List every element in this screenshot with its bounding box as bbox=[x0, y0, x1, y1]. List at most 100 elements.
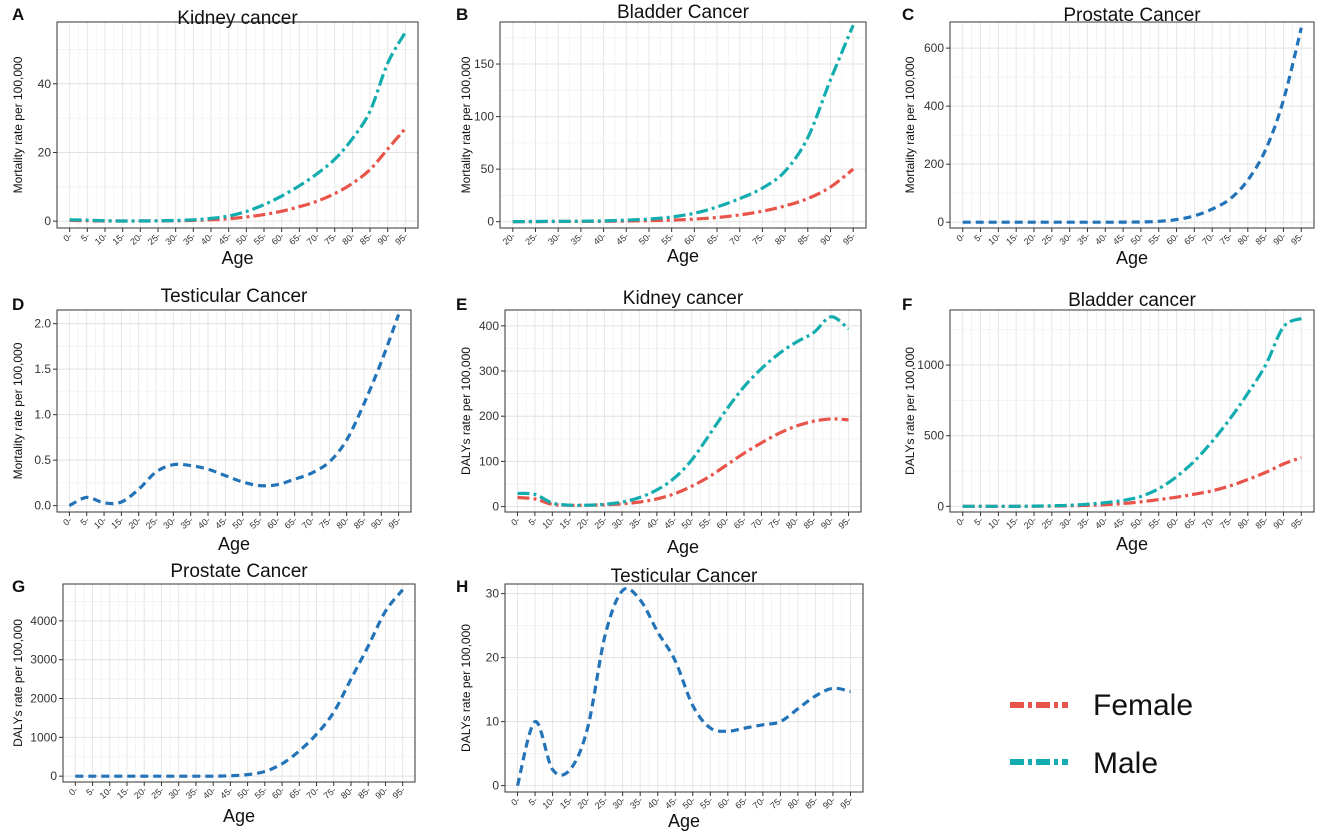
y-tick-label: 150 bbox=[474, 57, 494, 71]
y-tick-label: 1000 bbox=[30, 730, 57, 744]
x-tick-label: 80- bbox=[773, 231, 789, 247]
x-tick-label: 55- bbox=[253, 785, 269, 801]
x-tick-label: 55- bbox=[252, 231, 268, 247]
y-tick-label: 200 bbox=[924, 157, 944, 171]
plot-border bbox=[56, 21, 419, 229]
chart-title: Testicular Cancer bbox=[161, 286, 308, 307]
plot-border bbox=[949, 21, 1315, 229]
y-axis-title: Mortality rate per 100,000 bbox=[903, 56, 917, 193]
panel-letter: H bbox=[456, 577, 468, 596]
x-tick-label: 90- bbox=[1271, 515, 1287, 531]
x-tick-label: 60- bbox=[270, 785, 286, 801]
x-tick-label: 20- bbox=[1022, 231, 1038, 247]
x-tick-label: 45- bbox=[663, 795, 679, 811]
x-tick-label: 90- bbox=[1271, 231, 1287, 247]
y-tick-label: 500 bbox=[924, 429, 944, 443]
x-tick-label: 15- bbox=[558, 795, 574, 811]
x-tick-label: 45- bbox=[1111, 231, 1127, 247]
x-tick-label: 60- bbox=[1164, 231, 1180, 247]
x-tick-label: 75- bbox=[1218, 231, 1234, 247]
x-tick-label: 40- bbox=[645, 515, 661, 531]
x-tick-label: 80- bbox=[335, 515, 351, 531]
x-tick-label: 80- bbox=[1236, 231, 1252, 247]
x-tick-label: 50- bbox=[1129, 515, 1145, 531]
x-tick-label: 85- bbox=[1254, 231, 1270, 247]
series-line-both bbox=[962, 27, 1303, 224]
x-tick-label: 60- bbox=[716, 795, 732, 811]
x-tick-label: 10- bbox=[986, 231, 1002, 247]
x-tick-label: 70- bbox=[1200, 515, 1216, 531]
y-tick-label: 1.5 bbox=[34, 362, 51, 376]
x-tick-label: 65- bbox=[732, 515, 748, 531]
chart-title: Bladder cancer bbox=[1068, 290, 1196, 311]
x-tick-label: 10- bbox=[92, 515, 108, 531]
x-tick-label: 40- bbox=[199, 231, 215, 247]
series-line-male bbox=[69, 31, 407, 223]
x-tick-label: 80- bbox=[339, 785, 355, 801]
x-tick-label: 10- bbox=[98, 785, 114, 801]
legend-female-label: Female bbox=[1093, 689, 1193, 722]
x-axis-title: Age bbox=[1116, 534, 1148, 554]
x-tick-label: 85- bbox=[803, 795, 819, 811]
x-tick-label: 0- bbox=[61, 231, 74, 244]
x-tick-label: 35- bbox=[1075, 515, 1091, 531]
y-tick-label: 1000 bbox=[917, 358, 944, 372]
x-axis-title: Age bbox=[221, 248, 253, 268]
series-line-male bbox=[517, 315, 850, 508]
y-tick-label: 200 bbox=[479, 409, 499, 423]
x-tick-label: 75- bbox=[768, 795, 784, 811]
x-tick-label: 75- bbox=[322, 785, 338, 801]
x-tick-label: 30- bbox=[1058, 515, 1074, 531]
x-tick-label: 95- bbox=[1289, 515, 1305, 531]
x-tick-label: 45- bbox=[217, 231, 233, 247]
y-axis-title: DALYs rate per 100,000 bbox=[459, 347, 473, 475]
x-tick-label: 95- bbox=[393, 231, 409, 247]
x-tick-label: 95- bbox=[838, 795, 854, 811]
x-tick-label: 50- bbox=[680, 515, 696, 531]
x-tick-label: 60- bbox=[1164, 515, 1180, 531]
plot-border bbox=[62, 583, 416, 783]
y-axis: 0 200 400 600 bbox=[924, 41, 950, 229]
chart-title: Prostate Cancer bbox=[1063, 5, 1201, 26]
x-tick-label: 10- bbox=[93, 231, 109, 247]
x-tick-label: 50- bbox=[236, 785, 252, 801]
grid bbox=[500, 22, 866, 228]
x-tick-label: 15- bbox=[1004, 515, 1020, 531]
x-tick-label: 75- bbox=[317, 515, 333, 531]
x-tick-label: 65- bbox=[733, 795, 749, 811]
chart-title: Bladder Cancer bbox=[617, 2, 750, 23]
x-axis-title: Age bbox=[667, 537, 699, 557]
x-tick-label: 5- bbox=[527, 515, 540, 528]
y-tick-label: 1.0 bbox=[34, 408, 51, 422]
x-tick-label: 70- bbox=[300, 515, 316, 531]
x-tick-label: 35- bbox=[627, 515, 643, 531]
x-tick-label: 0- bbox=[509, 795, 522, 808]
x-tick-label: 90- bbox=[821, 795, 837, 811]
x-tick-label: 30- bbox=[167, 785, 183, 801]
x-axis: 0- 5- 10- 15- 20- 25- 30- 35- 40- 45- 50- 55- 60- 65-… bbox=[509, 512, 853, 531]
x-tick-label: 15- bbox=[115, 785, 131, 801]
x-tick-label: 35- bbox=[179, 515, 195, 531]
x-tick-label: 25- bbox=[592, 515, 608, 531]
y-axis-title: DALYs rate per 100,000 bbox=[459, 624, 473, 752]
panel-letter: C bbox=[902, 5, 914, 24]
x-tick-label: 5- bbox=[84, 785, 97, 798]
x-tick-label: 30- bbox=[546, 231, 562, 247]
plot-border bbox=[949, 309, 1315, 513]
x-tick-label: 25- bbox=[523, 231, 539, 247]
series-line-male bbox=[512, 24, 855, 224]
y-tick-label: 30 bbox=[486, 587, 500, 601]
panel-letter: F bbox=[902, 295, 912, 314]
series-line-both bbox=[515, 586, 851, 787]
x-tick-label: 50- bbox=[637, 231, 653, 247]
x-tick-label: 55- bbox=[698, 795, 714, 811]
x-axis-title: Age bbox=[668, 811, 700, 831]
x-tick-label: 30- bbox=[611, 795, 627, 811]
y-tick-label: 100 bbox=[479, 454, 499, 468]
x-tick-label: 35- bbox=[181, 231, 197, 247]
plot-border bbox=[499, 21, 867, 229]
y-tick-label: 0.5 bbox=[34, 453, 51, 467]
